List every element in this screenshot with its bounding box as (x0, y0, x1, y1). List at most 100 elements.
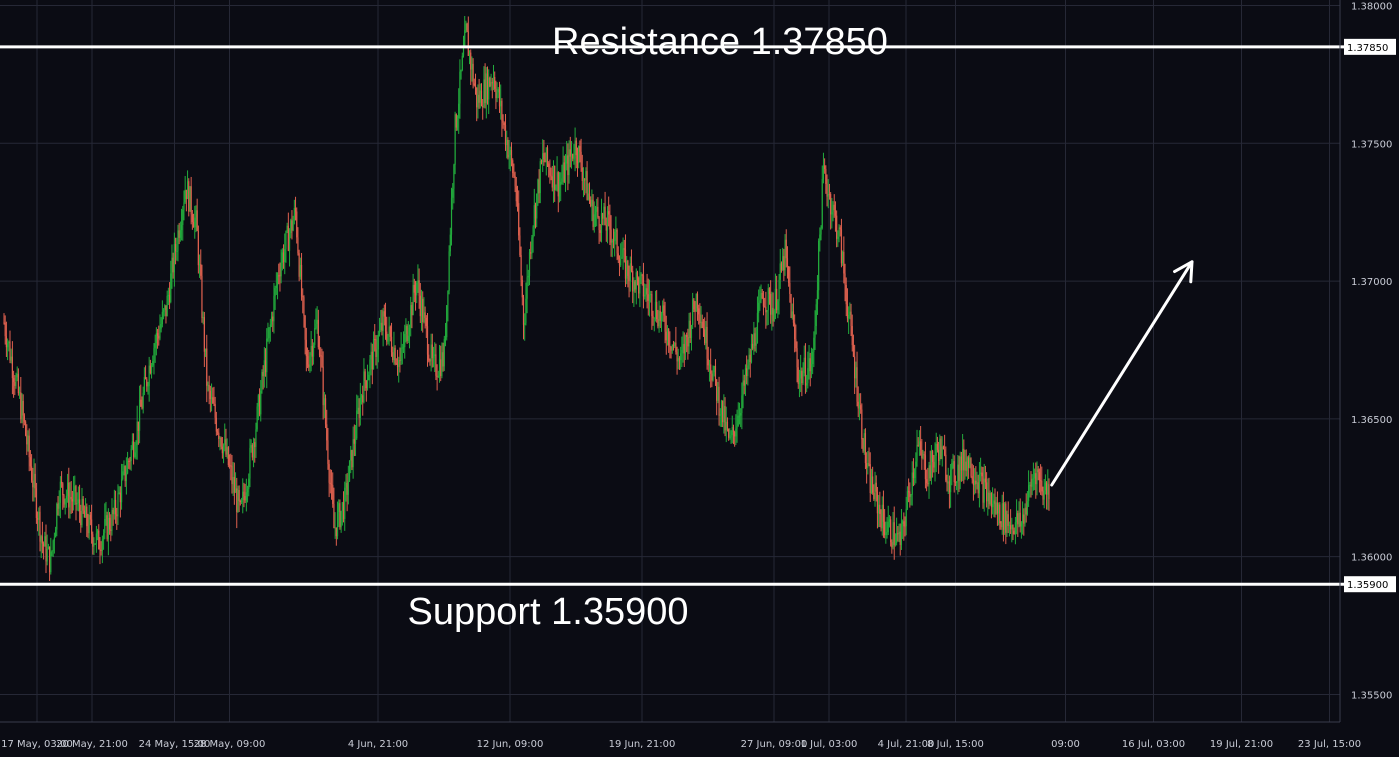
candle (32, 467, 34, 502)
candle-body (263, 360, 265, 377)
candle-body (159, 328, 161, 339)
candle (560, 172, 562, 202)
candle (317, 309, 319, 350)
candle (251, 443, 253, 461)
candle (956, 481, 958, 491)
candle-body (447, 290, 449, 306)
candle-body (296, 211, 298, 238)
candle-body (75, 486, 77, 505)
candle (880, 509, 882, 532)
candle (878, 494, 880, 528)
candle-body (224, 439, 226, 445)
candle-body (975, 480, 977, 485)
candle (221, 436, 223, 459)
candle-body (629, 263, 631, 281)
candle-body (105, 515, 107, 519)
candle-body (894, 542, 897, 546)
candle (836, 210, 838, 248)
candle (762, 291, 765, 316)
candle-body (1046, 482, 1048, 495)
candle (11, 341, 13, 395)
candle-body (653, 317, 655, 319)
candle-body (938, 449, 940, 461)
candle (59, 476, 61, 519)
candle (150, 362, 153, 379)
candle-body (1014, 522, 1017, 535)
candle-body (212, 397, 214, 404)
candle (4, 315, 6, 345)
candle-body (197, 230, 199, 266)
candle-body (827, 194, 829, 197)
candle (671, 344, 673, 354)
candle-body (486, 73, 489, 100)
candle (352, 426, 354, 479)
candle-body (942, 446, 945, 450)
candle-body (929, 465, 931, 479)
candle-body (370, 351, 372, 360)
candle-body (1001, 503, 1003, 528)
candle-body (351, 450, 353, 468)
candle (851, 314, 853, 352)
up-arrow-head (1173, 260, 1194, 284)
candle (729, 428, 731, 440)
candle-body (686, 335, 688, 337)
candle (108, 512, 111, 535)
candle (958, 455, 960, 492)
candle (983, 463, 985, 512)
candle-body (246, 489, 249, 493)
candle (917, 437, 919, 447)
candle (244, 483, 246, 504)
candle (1018, 501, 1020, 528)
candle-body (743, 380, 745, 386)
candle-body (143, 377, 145, 393)
candle (147, 381, 149, 395)
candle (536, 193, 538, 228)
candle (755, 327, 757, 353)
candle (909, 482, 911, 508)
candle (285, 230, 287, 263)
candle (197, 225, 199, 274)
candle (722, 400, 724, 428)
candle-body (924, 455, 927, 480)
candle-body (768, 288, 771, 294)
candle (42, 541, 45, 560)
candle (381, 309, 383, 336)
candle-body (891, 542, 893, 548)
candle-body (842, 251, 844, 264)
candle-body (308, 364, 310, 368)
candle (688, 312, 690, 354)
candle-body (431, 344, 433, 359)
candle (186, 170, 189, 200)
y-tick-label: 1.35500 (1351, 690, 1392, 701)
candle-body (311, 345, 313, 357)
candle (135, 440, 137, 460)
candle-body (81, 498, 83, 526)
candle-body (870, 476, 873, 494)
candle-body (369, 359, 371, 375)
candle-body (621, 257, 623, 259)
candle (488, 69, 490, 115)
candle-body (945, 454, 947, 481)
candle-body (438, 359, 441, 376)
candle-body (623, 248, 625, 250)
candle-body (26, 435, 28, 445)
candle (426, 312, 429, 367)
candle (778, 274, 780, 315)
candle (915, 452, 917, 484)
candle-body (299, 264, 301, 277)
candle-body (905, 508, 907, 527)
candle (852, 334, 855, 358)
candle-body (387, 334, 389, 342)
candle-body (496, 92, 498, 99)
candle (789, 266, 791, 303)
candle (437, 370, 439, 379)
candle (677, 348, 679, 370)
candle (608, 196, 610, 227)
candle (420, 289, 423, 331)
candle-body (393, 347, 395, 361)
candle (792, 297, 795, 327)
candle-body (437, 375, 439, 377)
candle-body (773, 310, 775, 322)
candle-body (844, 273, 846, 286)
